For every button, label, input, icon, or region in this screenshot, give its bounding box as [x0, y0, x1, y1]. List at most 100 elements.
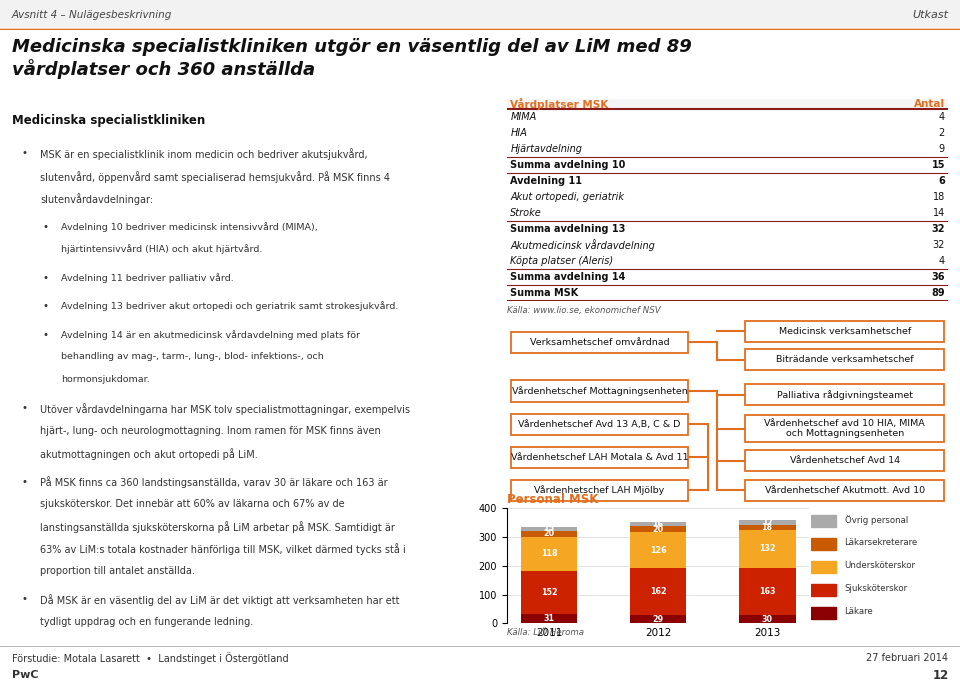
- Text: Summa avdelning 13: Summa avdelning 13: [511, 225, 626, 234]
- Bar: [630, 569, 686, 615]
- Text: Stroke: Stroke: [511, 208, 542, 219]
- Text: På MSK finns ca 360 landstingsanställda, varav 30 är läkare och 163 är: På MSK finns ca 360 landstingsanställda,…: [40, 477, 388, 488]
- Text: Källa: LiÖ Heroma: Källa: LiÖ Heroma: [507, 628, 584, 638]
- Text: Vårdplatser MSK: Vårdplatser MSK: [511, 99, 609, 110]
- Text: 162: 162: [650, 587, 666, 596]
- Bar: [739, 520, 796, 525]
- FancyBboxPatch shape: [745, 349, 944, 371]
- Text: Avdelning 13 bedriver akut ortopedi och geriatrik samt strokesjukvård.: Avdelning 13 bedriver akut ortopedi och …: [61, 301, 398, 311]
- Text: 118: 118: [540, 549, 558, 558]
- FancyBboxPatch shape: [512, 447, 688, 468]
- Text: •: •: [21, 403, 27, 413]
- Text: Avdelning 11: Avdelning 11: [511, 177, 583, 186]
- Text: hjärtintensivvård (HIA) och akut hjärtvård.: hjärtintensivvård (HIA) och akut hjärtvå…: [61, 244, 263, 254]
- Text: akutmottagningen och akut ortopedi på LiM.: akutmottagningen och akut ortopedi på Li…: [40, 448, 258, 460]
- Text: 36: 36: [931, 273, 945, 282]
- Text: 32: 32: [931, 225, 945, 234]
- Text: Antal: Antal: [914, 99, 945, 110]
- Bar: [739, 530, 796, 568]
- Bar: [520, 527, 577, 531]
- Text: Då MSK är en väsentlig del av LiM är det viktigt att verksamheten har ett: Då MSK är en väsentlig del av LiM är det…: [40, 595, 399, 606]
- Text: PwC: PwC: [12, 670, 38, 680]
- Text: 32: 32: [932, 240, 945, 251]
- Text: •: •: [42, 222, 48, 232]
- Bar: [520, 571, 577, 614]
- FancyBboxPatch shape: [512, 380, 688, 401]
- Text: behandling av mag-, tarm-, lung-, blod- infektions-, och: behandling av mag-, tarm-, lung-, blod- …: [61, 352, 324, 361]
- Text: Utkast: Utkast: [912, 10, 948, 20]
- Text: •: •: [21, 477, 27, 486]
- FancyBboxPatch shape: [512, 332, 688, 353]
- FancyBboxPatch shape: [512, 479, 688, 501]
- Text: 163: 163: [759, 587, 776, 596]
- FancyBboxPatch shape: [745, 321, 944, 342]
- Text: 15: 15: [931, 160, 945, 171]
- Text: hjärt-, lung- och neurologmottagning. Inom ramen för MSK finns även: hjärt-, lung- och neurologmottagning. In…: [40, 425, 381, 436]
- FancyBboxPatch shape: [745, 479, 944, 501]
- Text: Avdelning 11 bedriver palliativ vård.: Avdelning 11 bedriver palliativ vård.: [61, 273, 234, 283]
- Text: Läkare: Läkare: [845, 608, 874, 616]
- FancyBboxPatch shape: [512, 414, 688, 435]
- Text: Undersköterskor: Undersköterskor: [845, 561, 916, 571]
- Bar: [630, 615, 686, 623]
- Text: lanstingsanställda sjuksköterskorna på LiM arbetar på MSK. Samtidigt är: lanstingsanställda sjuksköterskorna på L…: [40, 521, 395, 533]
- Text: 17: 17: [761, 518, 773, 527]
- Bar: [811, 561, 836, 573]
- Text: 4: 4: [939, 112, 945, 123]
- Text: 29: 29: [653, 614, 663, 623]
- Bar: [739, 568, 796, 614]
- Text: 16: 16: [653, 520, 663, 529]
- Text: Hjärtavdelning: Hjärtavdelning: [511, 145, 583, 154]
- Text: •: •: [42, 273, 48, 283]
- Text: •: •: [21, 149, 27, 158]
- Text: Biträdande verksamhetschef: Biträdande verksamhetschef: [776, 356, 914, 364]
- Text: Vårdenhetschef Mottagningsenheten: Vårdenhetschef Mottagningsenheten: [512, 386, 687, 396]
- Text: 9: 9: [939, 145, 945, 154]
- Bar: [630, 522, 686, 526]
- Text: 152: 152: [540, 588, 558, 597]
- FancyBboxPatch shape: [745, 415, 944, 442]
- Bar: [520, 531, 577, 537]
- Text: Akut ortopedi, geriatrik: Akut ortopedi, geriatrik: [511, 192, 624, 202]
- Text: tydligt uppdrag och en fungerande ledning.: tydligt uppdrag och en fungerande lednin…: [40, 616, 253, 627]
- Text: MSK är en specialistklinik inom medicin och bedriver akutsjukvård,: MSK är en specialistklinik inom medicin …: [40, 149, 368, 160]
- Text: Vårdenhetschef LAH Motala & Avd 11: Vårdenhetschef LAH Motala & Avd 11: [511, 453, 688, 462]
- Bar: [630, 532, 686, 569]
- Text: Summa MSK: Summa MSK: [511, 288, 579, 299]
- Text: Personal MSK: Personal MSK: [507, 493, 598, 506]
- Text: 89: 89: [931, 288, 945, 299]
- Text: proportion till antalet anställda.: proportion till antalet anställda.: [40, 566, 195, 575]
- Bar: [520, 537, 577, 571]
- Text: Köpta platser (Aleris): Köpta platser (Aleris): [511, 256, 613, 266]
- Bar: [811, 538, 836, 549]
- Text: Summa avdelning 14: Summa avdelning 14: [511, 273, 626, 282]
- Text: HIA: HIA: [511, 128, 527, 138]
- Text: sjuksköterskor. Det innebär att 60% av läkarna och 67% av de: sjuksköterskor. Det innebär att 60% av l…: [40, 499, 345, 509]
- Text: Akutmedicinsk vårdavdelning: Akutmedicinsk vårdavdelning: [511, 240, 656, 251]
- Text: 27 februari 2014: 27 februari 2014: [867, 653, 948, 663]
- Text: 18: 18: [761, 523, 773, 532]
- Text: Sjuksköterskor: Sjuksköterskor: [845, 584, 908, 593]
- FancyBboxPatch shape: [745, 450, 944, 471]
- FancyBboxPatch shape: [745, 384, 944, 406]
- Text: •: •: [42, 330, 48, 340]
- Text: 4: 4: [939, 256, 945, 266]
- Text: Källa: www.lio.se, ekonomichef NSV: Källa: www.lio.se, ekonomichef NSV: [507, 306, 660, 316]
- Text: Vårdenhetschef Avd 14: Vårdenhetschef Avd 14: [790, 456, 900, 465]
- Text: •: •: [42, 301, 48, 312]
- Text: Medicinska specialistkliniken: Medicinska specialistkliniken: [12, 114, 204, 127]
- Text: Övrig personal: Övrig personal: [845, 515, 908, 525]
- Text: 12: 12: [932, 669, 948, 682]
- Bar: [811, 607, 836, 619]
- Text: Vårdenhetschef LAH Mjölby: Vårdenhetschef LAH Mjölby: [535, 485, 664, 495]
- Text: Vårdenhetschef Akutmott. Avd 10: Vårdenhetschef Akutmott. Avd 10: [765, 486, 924, 495]
- Bar: [811, 584, 836, 596]
- Text: Utöver vårdavdelningarna har MSK tolv specialistmottagningar, exempelvis: Utöver vårdavdelningarna har MSK tolv sp…: [40, 403, 410, 415]
- Text: Vårdenhetschef avd 10 HIA, MIMA
och Mottagningsenheten: Vårdenhetschef avd 10 HIA, MIMA och Mott…: [764, 419, 925, 438]
- Text: slutenvård, öppenvård samt specialiserad hemsjukvård. På MSK finns 4: slutenvård, öppenvård samt specialiserad…: [40, 171, 390, 183]
- Text: 126: 126: [650, 546, 666, 555]
- Text: 15: 15: [543, 524, 555, 534]
- Text: Palliativa rådgivningsteamet: Palliativa rådgivningsteamet: [777, 390, 913, 399]
- Text: Avdelning 14 är en akutmedicinsk vårdavdelning med plats för: Avdelning 14 är en akutmedicinsk vårdavd…: [61, 330, 360, 340]
- Text: 18: 18: [933, 192, 945, 202]
